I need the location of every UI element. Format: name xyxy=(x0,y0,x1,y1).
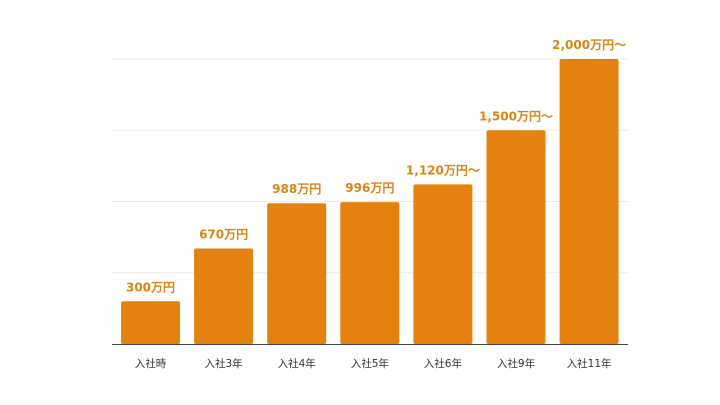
data-label-6: 2,000万円～ xyxy=(552,38,626,52)
data-label-1: 670万円 xyxy=(199,228,248,242)
data-label-5: 1,500万円～ xyxy=(479,109,553,123)
bar-3 xyxy=(340,202,400,344)
x-tick-labels: 入社時 入社3年 入社4年 入社5年 入社6年 入社9年 入社11年 xyxy=(135,357,612,370)
bar-4 xyxy=(413,184,473,344)
bars xyxy=(121,59,619,344)
data-label-3: 996万円 xyxy=(345,181,394,195)
data-labels: 300万円 670万円 988万円 996万円 1,120万円～ 1,500万円～ 2,00… xyxy=(126,38,626,294)
bar-5 xyxy=(486,130,546,344)
x-tick-label-0: 入社時 xyxy=(135,357,167,370)
x-tick-label-1: 入社3年 xyxy=(205,357,243,370)
x-tick-label-6: 入社11年 xyxy=(567,357,612,370)
data-label-0: 300万円 xyxy=(126,280,175,294)
data-label-2: 988万円 xyxy=(272,182,321,196)
bar-0 xyxy=(121,301,180,344)
data-label-4: 1,120万円～ xyxy=(406,163,480,177)
x-tick-label-4: 入社6年 xyxy=(424,357,462,370)
bar-6 xyxy=(559,59,619,344)
bar-2 xyxy=(267,203,327,344)
x-tick-label-5: 入社9年 xyxy=(497,357,535,370)
x-tick-label-3: 入社5年 xyxy=(351,357,389,370)
bar-1 xyxy=(194,248,254,344)
x-tick-label-2: 入社4年 xyxy=(278,357,316,370)
